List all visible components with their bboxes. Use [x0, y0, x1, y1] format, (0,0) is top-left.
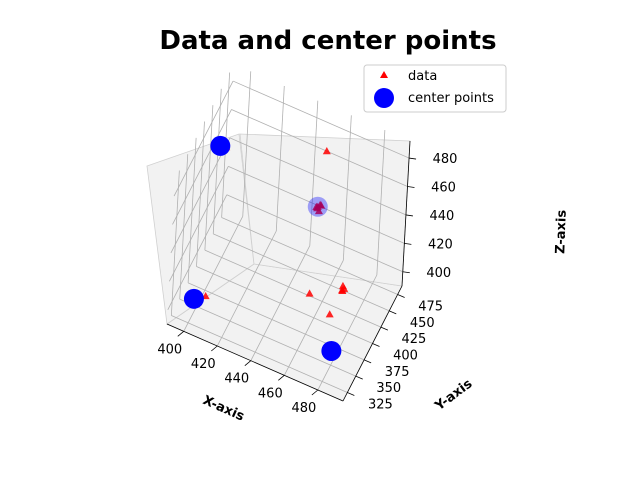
y-tick-label: 325 — [368, 398, 393, 413]
z-tick-mark — [409, 157, 417, 160]
x-tick-mark — [278, 375, 285, 381]
y-tick-label: 400 — [393, 349, 418, 364]
z-tick-label: 460 — [431, 180, 456, 195]
z-tick-mark — [407, 186, 415, 188]
center-point — [307, 196, 328, 217]
x-grid-line — [275, 85, 285, 232]
data-point — [314, 206, 323, 215]
legend: data center points — [363, 64, 507, 113]
y-tick-label: 375 — [385, 365, 410, 380]
x-grid-line — [242, 71, 252, 217]
z-tick-label: 400 — [426, 266, 451, 281]
x-tick-label: 460 — [258, 386, 283, 401]
z-tick-label: 440 — [430, 209, 455, 224]
y-tick-label: 425 — [401, 332, 426, 347]
center-points — [183, 135, 342, 361]
y-tick-label: 350 — [376, 381, 401, 396]
y-grid-line — [187, 137, 197, 283]
y-grid-line — [171, 315, 348, 393]
y-axis-label: Y-axis — [432, 376, 476, 414]
x-tick-label: 480 — [291, 401, 316, 416]
y-tick-mark — [372, 343, 380, 347]
z-grid-line — [229, 137, 407, 216]
center-point — [210, 135, 231, 156]
legend-data-marker — [380, 71, 388, 78]
data-point — [317, 201, 326, 209]
y-axis-line — [342, 285, 403, 402]
y-tick-mark — [389, 310, 397, 315]
data-point — [305, 289, 314, 297]
x-tick-label: 420 — [191, 357, 216, 372]
legend-center-marker — [374, 88, 394, 108]
z-grid-line — [232, 80, 410, 159]
x-grid-line — [309, 100, 319, 246]
y-grid-line — [204, 249, 382, 328]
center-point — [321, 340, 342, 361]
y-tick-mark — [355, 375, 363, 380]
x-axis-label: X-axis — [200, 393, 246, 425]
z-tick-mark — [402, 271, 410, 274]
y-tick-mark — [363, 359, 372, 364]
z-axis-label: Z-axis — [553, 209, 570, 254]
z-grid-line — [170, 137, 231, 254]
z-tick-mark — [405, 214, 413, 217]
z-tick-mark — [404, 242, 412, 245]
y-grid-line — [212, 88, 222, 234]
x-tick-mark — [177, 331, 185, 337]
x-axis-line — [166, 323, 344, 402]
y-tick-mark — [397, 294, 405, 298]
y-grid-line — [213, 233, 390, 312]
y-grid-line — [179, 298, 356, 377]
data-point — [322, 147, 331, 155]
legend-data-label: data — [408, 69, 437, 84]
z-grid-line — [226, 194, 403, 273]
tick-marks — [177, 157, 417, 396]
z-axis-line — [401, 140, 411, 287]
x-tick-label: 400 — [157, 342, 182, 357]
center-point — [183, 288, 204, 309]
x-tick-mark — [311, 389, 319, 396]
data-point — [338, 286, 347, 295]
z-tick-label: 480 — [433, 152, 458, 167]
z-grid-line — [173, 80, 234, 197]
x-tick-mark — [244, 360, 252, 366]
z-grid-line — [172, 109, 232, 225]
legend-box — [363, 64, 507, 113]
x-grid-line — [342, 115, 352, 261]
y-tick-label: 450 — [410, 316, 435, 331]
y-tick-mark — [380, 326, 389, 331]
z-tick-label: 420 — [428, 237, 453, 252]
y-grid-line — [170, 170, 180, 316]
y-grid-line — [196, 121, 205, 267]
z-grid-line — [168, 166, 229, 282]
x-grid-line — [376, 129, 386, 276]
y-tick-mark — [347, 392, 355, 396]
data-point — [325, 310, 334, 318]
legend-center-label: center points — [408, 91, 494, 106]
x-tick-mark — [211, 345, 218, 352]
y-tick-label: 475 — [418, 299, 443, 314]
y-grid-line — [204, 105, 214, 251]
x-tick-label: 440 — [224, 372, 249, 387]
z-grid-line — [231, 109, 408, 187]
y-grid-line — [196, 266, 373, 344]
chart-title: Data and center points — [159, 26, 496, 56]
y-grid-line — [179, 154, 189, 300]
y-grid-line — [221, 217, 398, 295]
z-grid-line — [167, 194, 228, 310]
